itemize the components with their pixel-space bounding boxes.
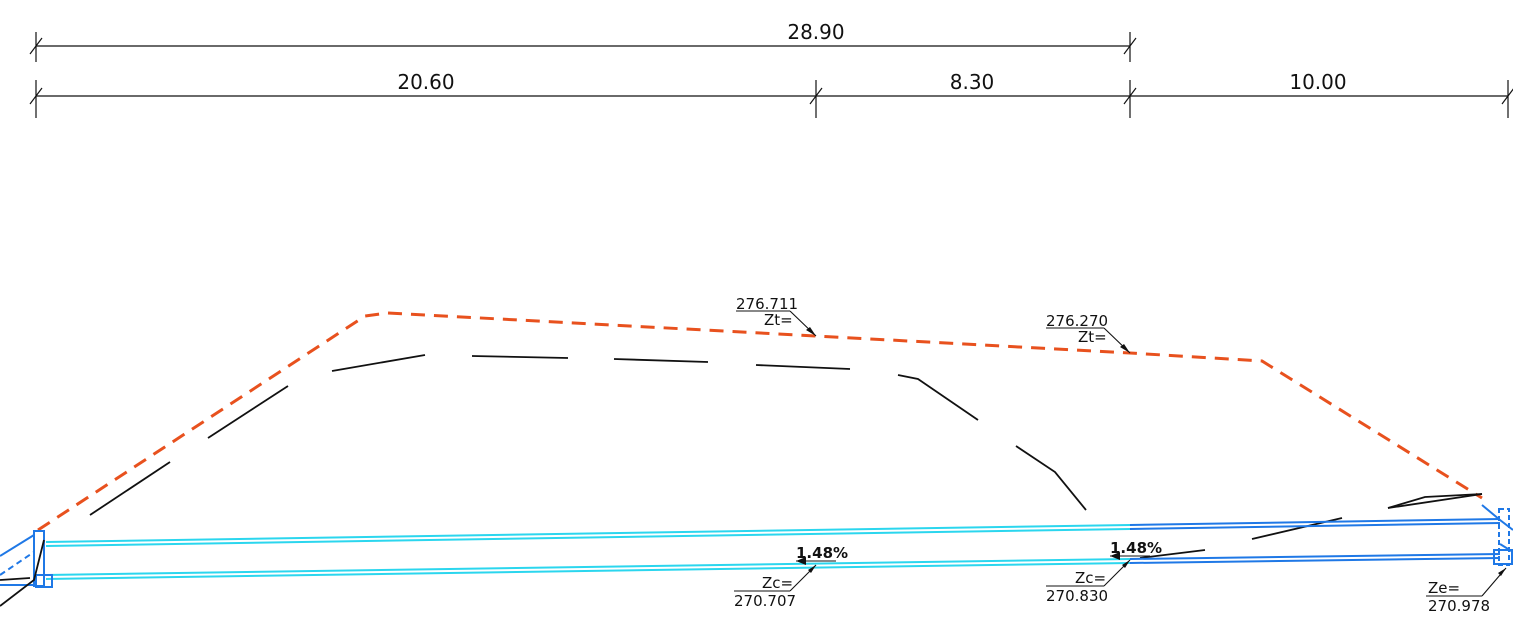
dimension-chain-total: 28.90: [29, 20, 1137, 62]
zc1-label: Zc=: [762, 574, 793, 592]
zc2-value: 270.830: [1046, 587, 1108, 605]
slope2-text: 1.48%: [1110, 539, 1162, 557]
slope-annotation-1: 1.48%: [796, 544, 848, 565]
zc-annotation-2: Zc= 270.830: [1046, 559, 1131, 605]
terrain-line: [37, 311, 1483, 532]
dimension-seg2: 8.30: [950, 70, 995, 94]
manhole-right: [1481, 504, 1513, 566]
zt2-value: 276.270: [1046, 312, 1108, 330]
zc2-label: Zc=: [1075, 569, 1106, 587]
zt1-label: Zt=: [764, 311, 793, 329]
slope1-text: 1.48%: [796, 544, 848, 562]
ze-annotation: Ze= 270.978: [1426, 567, 1507, 615]
zt2-label: Zt=: [1078, 328, 1107, 346]
dimension-seg3: 10.00: [1289, 70, 1346, 94]
dimension-total: 28.90: [787, 20, 844, 44]
zc-annotation-1: Zc= 270.707: [734, 564, 817, 610]
zt-annotation-1: 276.711 Zt=: [736, 295, 817, 337]
zt-annotation-2: 276.270 Zt=: [1046, 312, 1131, 354]
zc1-value: 270.707: [734, 592, 796, 610]
dimension-chain-segments: 20.60 8.30 10.00: [29, 70, 1513, 118]
dimension-seg1: 20.60: [397, 70, 454, 94]
zt1-value: 276.711: [736, 295, 798, 313]
pipe-cyan: [45, 524, 1131, 580]
ze-label: Ze=: [1428, 579, 1460, 597]
manhole-left: [0, 530, 53, 607]
pipe-blue: [1129, 518, 1501, 564]
ze-value: 270.978: [1428, 597, 1490, 615]
slope-annotation-2: 1.48%: [1110, 539, 1162, 560]
